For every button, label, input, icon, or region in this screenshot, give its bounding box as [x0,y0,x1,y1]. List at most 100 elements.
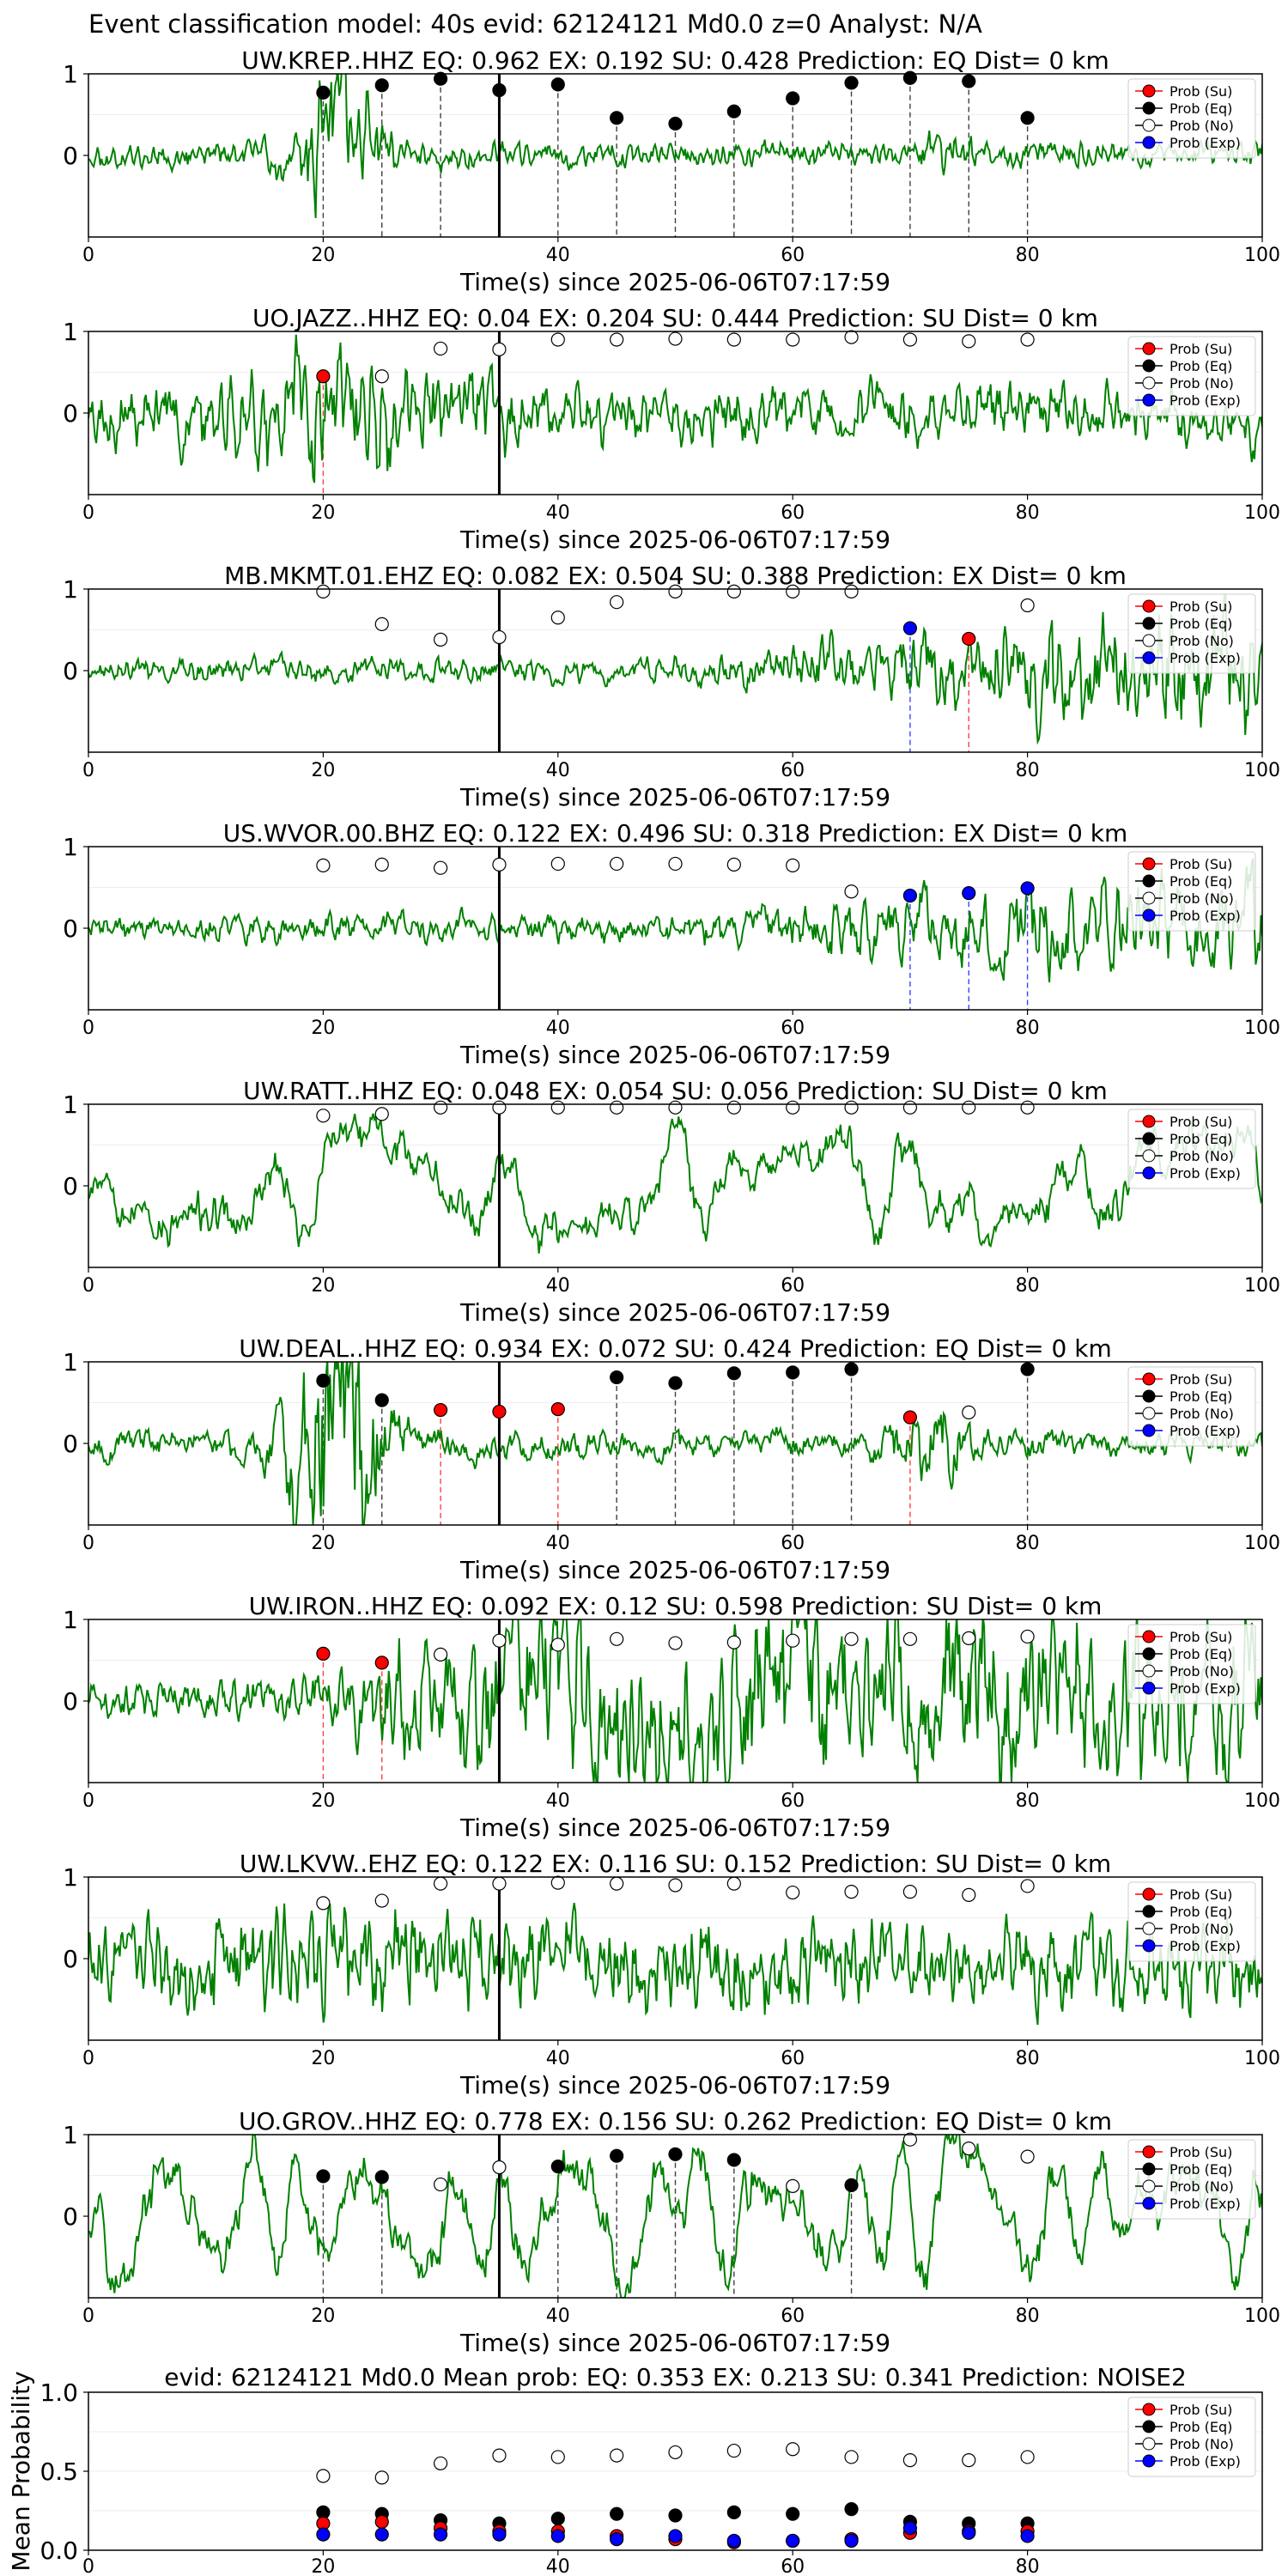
prob-marker-no [668,1100,683,1115]
prob-marker-su [433,1402,448,1418]
panel-1-legend-marker-exp [1142,136,1156,149]
prob-marker-eq [316,2169,331,2184]
prob-marker-no [786,858,800,872]
prob-marker-no [786,1633,800,1648]
prob-marker-no [492,342,507,356]
panel-6-legend-label-exp: Prob (Exp) [1170,1423,1241,1439]
x-tick-label: 80 [1016,1018,1040,1039]
panel-2-legend-marker-exp [1142,393,1156,407]
panel-5-legend-label-no: Prob (No) [1170,1148,1234,1164]
summary-title: evid: 62124121 Md0.0 Mean prob: EQ: 0.35… [164,2363,1187,2391]
summary-point-exp [962,2525,976,2540]
panel-9-legend-marker-no [1142,2179,1156,2193]
panel-3-legend-label-su: Prob (Su) [1170,598,1232,615]
x-axis-label: Time(s) since 2025-06-06T07:17:59 [459,2329,890,2357]
summary-legend-label-exp: Prob (Exp) [1170,2453,1241,2470]
prob-marker-no [786,1885,800,1900]
prob-marker-no [844,1885,859,1899]
x-tick-label: 80 [1016,2556,1040,2576]
panel-5-legend-label-exp: Prob (Exp) [1170,1165,1241,1182]
prob-marker-no [902,332,918,347]
prob-marker-no [902,1631,918,1646]
panel-4-legend-marker-no [1142,891,1156,905]
panel-2-legend-marker-eq [1142,359,1156,373]
prob-marker-no [433,1876,448,1891]
y-axis-label: Mean Probability [7,2371,35,2571]
prob-marker-no [316,1896,331,1911]
prob-marker-no [786,2178,800,2193]
panel-9-legend-marker-eq [1142,2162,1156,2176]
prob-marker-no [610,1631,624,1646]
summary-point-exp [316,2527,331,2542]
panel-title: UW.KREP..HHZ EQ: 0.962 EX: 0.192 SU: 0.4… [241,46,1109,75]
x-tick-label: 60 [781,502,805,524]
y-tick-label: 0 [63,1687,78,1716]
prob-marker-no [726,1876,741,1891]
prob-marker-no [550,1875,565,1890]
prob-marker-no [433,860,448,875]
x-tick-label: 40 [546,1018,570,1039]
panel-1-legend-marker-eq [1142,101,1156,115]
y-tick-label: 1 [63,1348,78,1376]
prob-marker-eq [902,70,918,85]
x-tick-label: 20 [311,1533,335,1554]
y-tick-label: 0 [63,399,78,428]
prob-marker-exp [902,621,918,635]
panel-7-legend-label-exp: Prob (Exp) [1170,1680,1241,1697]
panel-5-legend [1127,1109,1256,1189]
prob-marker-eq [316,1373,331,1388]
x-tick-label: 80 [1016,1533,1040,1554]
x-tick-label: 0 [82,2556,94,2576]
panel-9-legend-label-no: Prob (No) [1170,2178,1234,2195]
y-tick-label: 1 [63,1863,78,1892]
panel-7-legend-marker-no [1142,1664,1156,1678]
y-tick-label: 0 [63,1172,78,1200]
x-tick-label: 60 [781,1275,805,1297]
panel-5-legend-marker-su [1142,1115,1156,1128]
summary-point-no [316,2469,331,2483]
prob-marker-no [786,332,800,347]
x-axis-label: Time(s) since 2025-06-06T07:17:59 [459,1556,890,1584]
x-axis-label: Time(s) since 2025-06-06T07:17:59 [459,526,890,554]
prob-marker-no [962,1631,976,1645]
panel-9-legend [1127,2139,1256,2220]
prob-marker-no [668,1636,683,1650]
x-axis-label: Time(s) since 2025-06-06T07:17:59 [459,783,890,811]
prob-marker-no [492,1100,507,1115]
prob-marker-no [902,2132,918,2147]
summary-point-no [668,2445,683,2460]
panel-8-legend-marker-su [1142,1887,1156,1901]
x-tick-label: 100 [1244,2306,1280,2327]
panel-2-legend-label-no: Prob (No) [1170,375,1234,392]
summary-point-exp [726,2533,741,2549]
y-tick-label: 1 [63,60,78,88]
prob-marker-eq [786,1365,800,1380]
summary-point-su [374,2514,389,2529]
panel-9-legend-marker-exp [1142,2196,1156,2210]
summary-point-exp [668,2529,683,2543]
summary-legend-marker-exp [1142,2454,1156,2468]
prob-marker-eq [374,1393,389,1407]
prob-marker-eq [668,116,683,131]
x-tick-label: 20 [311,1790,335,1812]
prob-marker-eq [786,91,800,106]
prob-marker-no [433,341,448,356]
prob-marker-eq [610,111,624,125]
prob-marker-su [374,1656,389,1670]
summary-legend-label-eq: Prob (Eq) [1170,2419,1232,2435]
panel-title: UW.LKVW..EHZ EQ: 0.122 EX: 0.116 SU: 0.1… [240,1850,1111,1878]
x-tick-label: 60 [781,2048,805,2069]
x-tick-label: 20 [311,1018,335,1039]
summary-point-no [433,2456,448,2470]
x-tick-label: 40 [546,502,570,524]
summary-point-exp [433,2527,448,2542]
prob-marker-eq [1020,111,1035,125]
x-tick-label: 80 [1016,502,1040,524]
panel-3-legend-marker-su [1142,599,1156,613]
summary-point-eq [726,2505,741,2519]
prob-marker-eq [1020,1362,1035,1376]
panel-5-legend-label-su: Prob (Su) [1170,1114,1232,1130]
panel-2-legend-label-su: Prob (Su) [1170,341,1232,357]
panel-1-legend-label-eq: Prob (Eq) [1170,100,1232,117]
